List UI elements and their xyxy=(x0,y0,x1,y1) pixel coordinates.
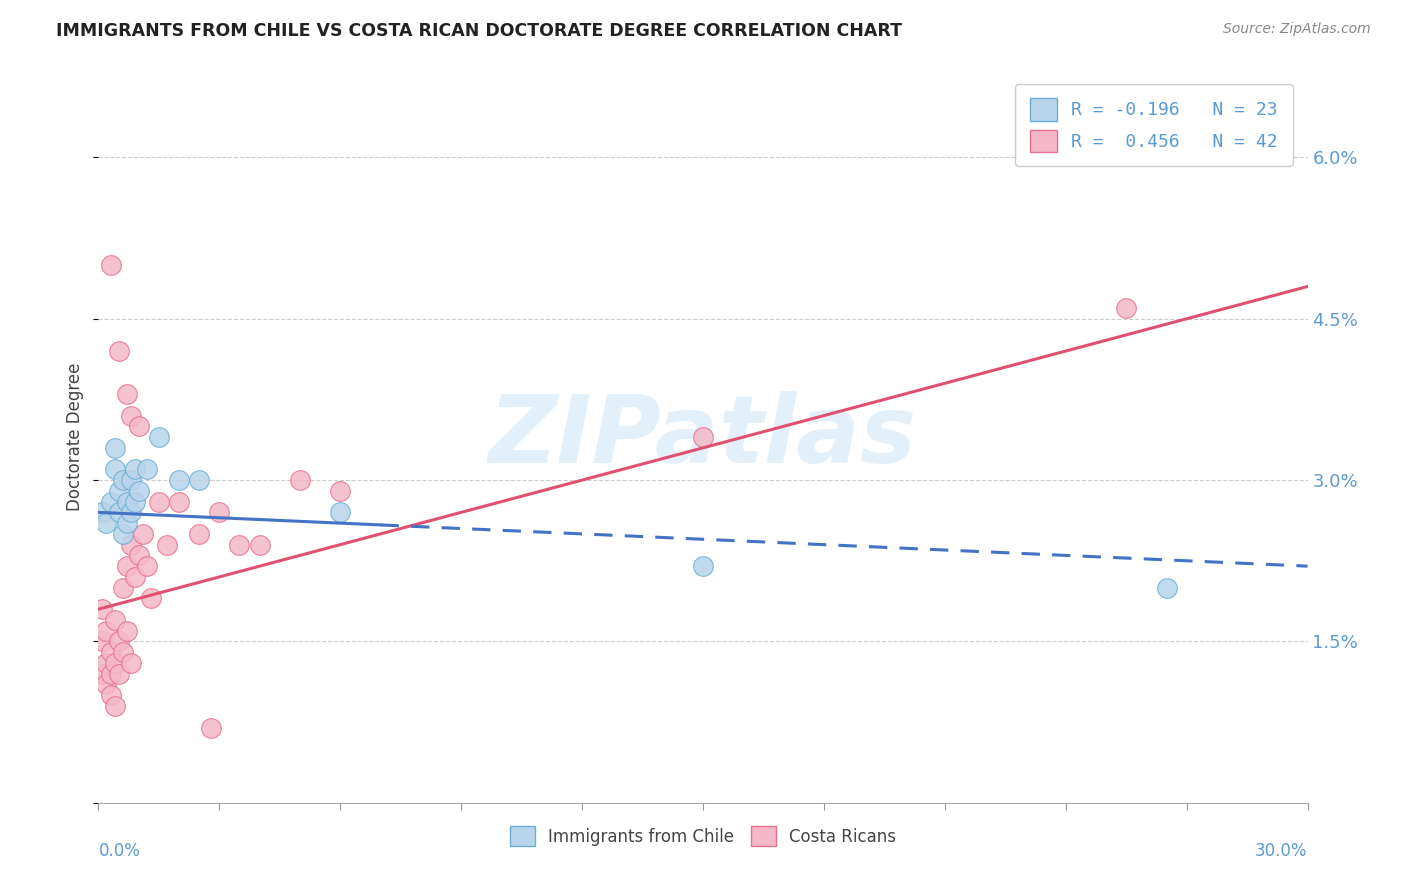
Point xyxy=(91,634,114,648)
Point xyxy=(103,441,125,455)
Point xyxy=(111,581,134,595)
Point xyxy=(107,634,129,648)
Point xyxy=(167,494,190,508)
Point xyxy=(120,656,142,670)
Point xyxy=(100,688,122,702)
Point xyxy=(96,516,118,530)
Point xyxy=(120,409,142,423)
Point xyxy=(288,473,311,487)
Point xyxy=(228,538,250,552)
Point xyxy=(107,344,129,359)
Y-axis label: Doctorate Degree: Doctorate Degree xyxy=(66,363,84,511)
Point xyxy=(128,419,150,434)
Point xyxy=(100,494,122,508)
Text: Source: ZipAtlas.com: Source: ZipAtlas.com xyxy=(1223,22,1371,37)
Point xyxy=(115,559,138,574)
Point xyxy=(188,473,211,487)
Point xyxy=(148,494,170,508)
Point xyxy=(100,666,122,681)
Text: IMMIGRANTS FROM CHILE VS COSTA RICAN DOCTORATE DEGREE CORRELATION CHART: IMMIGRANTS FROM CHILE VS COSTA RICAN DOC… xyxy=(56,22,903,40)
Point xyxy=(100,258,122,272)
Point xyxy=(96,677,118,691)
Point xyxy=(148,430,170,444)
Point xyxy=(103,656,125,670)
Point xyxy=(329,505,352,519)
Point xyxy=(329,483,352,498)
Point xyxy=(692,430,714,444)
Point xyxy=(111,645,134,659)
Point xyxy=(103,613,125,627)
Point xyxy=(107,666,129,681)
Point xyxy=(91,602,114,616)
Text: 30.0%: 30.0% xyxy=(1256,842,1308,860)
Point xyxy=(115,387,138,401)
Point xyxy=(96,624,118,638)
Point xyxy=(107,483,129,498)
Point xyxy=(128,549,150,563)
Point xyxy=(107,505,129,519)
Point xyxy=(249,538,271,552)
Point xyxy=(103,698,125,713)
Point xyxy=(96,656,118,670)
Point xyxy=(1156,581,1178,595)
Point xyxy=(156,538,179,552)
Point xyxy=(124,494,146,508)
Point xyxy=(120,505,142,519)
Point xyxy=(120,473,142,487)
Point xyxy=(128,483,150,498)
Point xyxy=(692,559,714,574)
Point xyxy=(115,516,138,530)
Point xyxy=(91,666,114,681)
Point xyxy=(208,505,231,519)
Point xyxy=(200,721,222,735)
Point xyxy=(167,473,190,487)
Point xyxy=(124,462,146,476)
Point xyxy=(120,538,142,552)
Point xyxy=(124,570,146,584)
Point xyxy=(100,645,122,659)
Legend: Immigrants from Chile, Costa Ricans: Immigrants from Chile, Costa Ricans xyxy=(503,820,903,853)
Text: ZIPatlas: ZIPatlas xyxy=(489,391,917,483)
Point xyxy=(188,527,211,541)
Text: 0.0%: 0.0% xyxy=(98,842,141,860)
Point xyxy=(132,527,155,541)
Point xyxy=(91,505,114,519)
Point xyxy=(1115,301,1137,315)
Point xyxy=(135,462,157,476)
Point xyxy=(103,462,125,476)
Point xyxy=(111,473,134,487)
Point xyxy=(115,624,138,638)
Point xyxy=(139,591,162,606)
Point xyxy=(111,527,134,541)
Point xyxy=(115,494,138,508)
Point xyxy=(135,559,157,574)
